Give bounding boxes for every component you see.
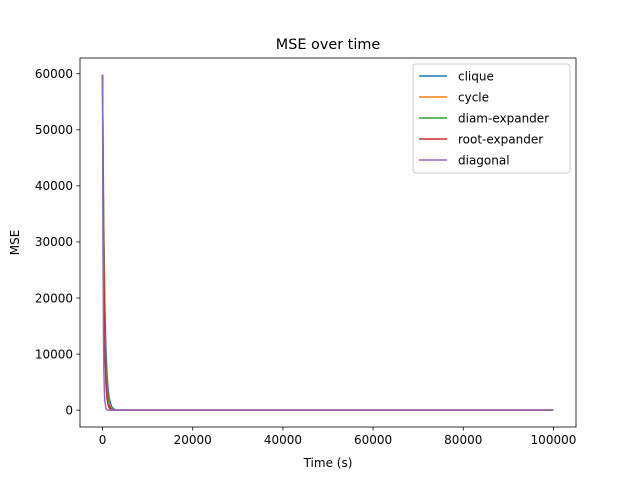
x-tick-label: 40000 xyxy=(264,433,302,447)
y-tick-label: 10000 xyxy=(35,347,73,361)
legend-label-root-expander: root-expander xyxy=(458,132,543,146)
legend-box xyxy=(412,63,571,174)
y-tick-label: 40000 xyxy=(35,179,73,193)
y-tick-label: 50000 xyxy=(35,123,73,137)
x-tick-label: 100000 xyxy=(531,433,577,447)
y-axis-ticks: 0 10000 20000 30000 40000 50000 60000 xyxy=(35,67,80,417)
legend: clique cycle diam-expander root-expander dia… xyxy=(412,63,571,174)
y-tick-label: 30000 xyxy=(35,235,73,249)
y-tick-label: 0 xyxy=(65,403,73,417)
series-line-diagonal xyxy=(101,74,554,411)
x-tick-label: 20000 xyxy=(174,433,212,447)
y-axis-label: MSE xyxy=(8,230,22,256)
x-tick-label: 80000 xyxy=(444,433,482,447)
axes-frame xyxy=(79,57,577,428)
x-axis-ticks: 0 20000 40000 60000 80000 100000 xyxy=(99,427,577,447)
legend-label-cycle: cycle xyxy=(458,90,489,104)
x-tick-label: 60000 xyxy=(354,433,392,447)
legend-label-clique: clique xyxy=(458,69,494,83)
y-tick-label: 60000 xyxy=(35,67,73,81)
legend-label-diagonal: diagonal xyxy=(458,153,510,167)
legend-label-diam-expander: diam-expander xyxy=(458,111,549,125)
chart-title: MSE over time xyxy=(276,37,381,53)
y-tick-label: 20000 xyxy=(35,291,73,305)
x-tick-label: 0 xyxy=(99,433,107,447)
x-axis-label: Time (s) xyxy=(303,456,353,470)
series-layer xyxy=(101,74,554,411)
